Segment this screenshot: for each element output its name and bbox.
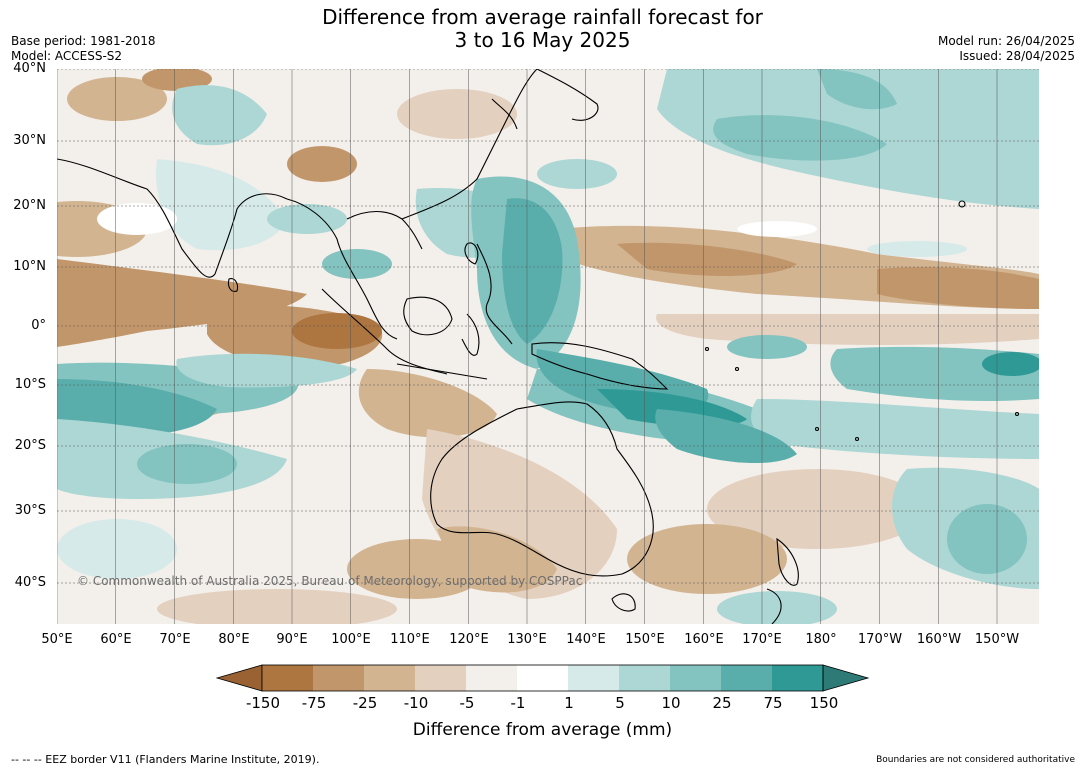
lat-label-10n: 10°N xyxy=(13,259,46,274)
colorbar-bin-9 xyxy=(670,665,721,691)
colorbar-tick: 75 xyxy=(763,694,783,712)
colorbar-svg xyxy=(215,664,870,692)
colorbar-bin-7 xyxy=(568,665,619,691)
colorbar-label: Difference from average (mm) xyxy=(412,720,673,740)
base-period: Base period: 1981-2018 xyxy=(11,34,156,48)
lon-label-90e: 90°E xyxy=(276,632,308,647)
rainfall-map: © Commonwealth of Australia 2025, Bureau… xyxy=(7,67,1042,629)
nz-south-island xyxy=(766,588,782,625)
hawaii-coastline xyxy=(958,200,966,208)
lon-label-150e: 150°E xyxy=(625,632,665,647)
lon-label-170e: 170°E xyxy=(742,632,782,647)
lon-label-150w: 150°W xyxy=(974,632,1020,647)
lat-label-30s: 30°S xyxy=(14,503,46,518)
tasmania-coastline xyxy=(611,593,636,612)
lon-label-70e: 70°E xyxy=(159,632,191,647)
india-coastline xyxy=(56,158,288,278)
colorbar-tick: 25 xyxy=(712,694,732,712)
lat-label-20n: 20°N xyxy=(13,198,46,213)
colorbar xyxy=(215,664,870,694)
colorbar-tick: -10 xyxy=(403,694,429,712)
colorbar-tick: -1 xyxy=(510,694,526,712)
colorbar-tick: 1 xyxy=(564,694,574,712)
colorbar-tick: 10 xyxy=(661,694,681,712)
colorbar-bin-4 xyxy=(415,665,466,691)
indochina-coastline xyxy=(286,198,398,340)
map-title-line1: Difference from average rainfall forecas… xyxy=(322,5,763,29)
new-guinea-coastline xyxy=(531,342,669,390)
colorbar-bin-11 xyxy=(772,665,823,691)
nz-north-island xyxy=(776,537,799,586)
lon-label-130e: 130°E xyxy=(507,632,547,647)
copyright-watermark: © Commonwealth of Australia 2025, Bureau… xyxy=(77,574,583,588)
rainfall-map-svg xyxy=(7,67,1042,629)
colorbar-tick: 5 xyxy=(615,694,625,712)
colorbar-bin-5 xyxy=(466,665,517,691)
lat-label-20s: 20°S xyxy=(14,438,46,453)
colorbar-bin-2 xyxy=(313,665,364,691)
borneo-coastline xyxy=(403,296,453,336)
lon-label-60e: 60°E xyxy=(100,632,132,647)
taiwan-coastline xyxy=(464,242,479,265)
lon-label-170w: 170°W xyxy=(857,632,903,647)
colorbar-tick: -150 xyxy=(245,694,281,712)
japan-coastline xyxy=(536,68,599,121)
lat-label-40s: 40°S xyxy=(14,575,46,590)
lon-label-50e: 50°E xyxy=(41,632,73,647)
model-run: Model run: 26/04/2025 xyxy=(937,34,1075,48)
colorbar-tick: -25 xyxy=(352,694,378,712)
lat-label-40n: 40°N xyxy=(13,61,46,76)
colorbar-bin-3 xyxy=(364,665,415,691)
sri-lanka-coastline xyxy=(227,278,239,292)
map-title-line2: 3 to 16 May 2025 xyxy=(454,28,631,52)
philippines-coastline xyxy=(476,243,513,345)
colorbar-bin-10 xyxy=(721,665,772,691)
java-coastline xyxy=(396,363,488,380)
colorbar-bin-1 xyxy=(262,665,313,691)
lat-label-30n: 30°N xyxy=(13,133,46,148)
sulawesi-coastline xyxy=(461,313,480,356)
lon-label-160w: 160°W xyxy=(916,632,962,647)
issued-date: Issued: 28/04/2025 xyxy=(959,49,1075,63)
lon-label-180: 180° xyxy=(805,632,837,647)
colorbar-bin-6 xyxy=(517,665,568,691)
eez-legend: -- -- -- EEZ border V11 (Flanders Marine… xyxy=(11,753,320,766)
lat-label-10s: 10°S xyxy=(14,377,46,392)
lon-label-160e: 160°E xyxy=(684,632,724,647)
lon-label-100e: 100°E xyxy=(331,632,371,647)
model-name: Model: ACCESS-S2 xyxy=(11,49,123,63)
coastlines xyxy=(56,68,1020,625)
lon-label-80e: 80°E xyxy=(218,632,250,647)
colorbar-tick: -75 xyxy=(301,694,327,712)
wet-anomaly-fields xyxy=(57,69,1042,627)
graticule xyxy=(56,68,1039,624)
colorbar-over-triangle xyxy=(822,664,870,692)
colorbar-tick: 150 xyxy=(809,694,839,712)
lon-label-120e: 120°E xyxy=(449,632,489,647)
colorbar-under-triangle xyxy=(215,664,263,692)
colorbar-bin-8 xyxy=(619,665,670,691)
australia-coastline xyxy=(430,401,654,577)
lon-label-110e: 110°E xyxy=(390,632,430,647)
china-coastline xyxy=(401,68,538,220)
lat-label-equator: 0° xyxy=(31,318,46,333)
lon-label-140e: 140°E xyxy=(566,632,606,647)
colorbar-tick: -5 xyxy=(459,694,475,712)
boundaries-disclaimer: Boundaries are not considered authoritat… xyxy=(876,755,1075,765)
